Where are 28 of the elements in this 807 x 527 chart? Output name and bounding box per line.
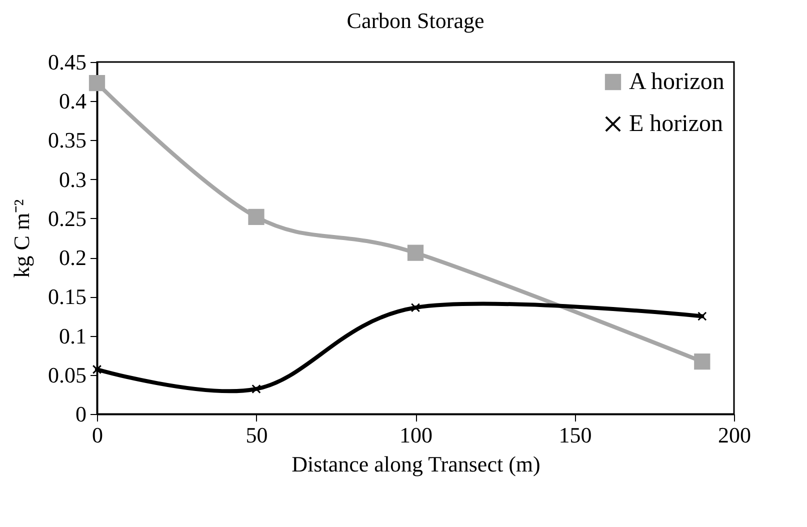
y-tick-label: 0.35 (48, 128, 86, 153)
point (694, 354, 710, 370)
point (88, 75, 106, 92)
y-tick-label: 0.1 (59, 323, 86, 348)
y-tick-label: 0.15 (48, 284, 86, 310)
x-tick-label: 150 (558, 422, 592, 448)
point (698, 312, 707, 321)
point (410, 302, 420, 312)
point (407, 244, 424, 261)
x-tick-label: 0 (92, 422, 103, 448)
y-tick-label: 0.25 (48, 206, 86, 231)
x-tick-label: 200 (718, 422, 751, 448)
y-tick-label: 0 (76, 402, 86, 426)
point (248, 208, 264, 225)
y-axis-title: kg C m⁻² (9, 198, 34, 278)
x-tick-label: 50 (246, 422, 268, 448)
y-tick-label: 0.45 (48, 50, 86, 74)
point (92, 364, 102, 374)
y-tick-label: 0.05 (48, 362, 86, 388)
y-tick-label: 0.3 (59, 166, 86, 192)
y-tick-label: 0.4 (59, 88, 86, 114)
x-tick-label: 100 (400, 422, 432, 448)
x-axis-title: Distance along Transect (m) (292, 452, 540, 476)
chart-title: Carbon Storage (346, 8, 484, 33)
y-tick-label: 0.2 (59, 245, 86, 270)
legend-label: A horizon (629, 69, 724, 95)
point (252, 384, 261, 394)
legend-label: E horizon (629, 111, 723, 137)
